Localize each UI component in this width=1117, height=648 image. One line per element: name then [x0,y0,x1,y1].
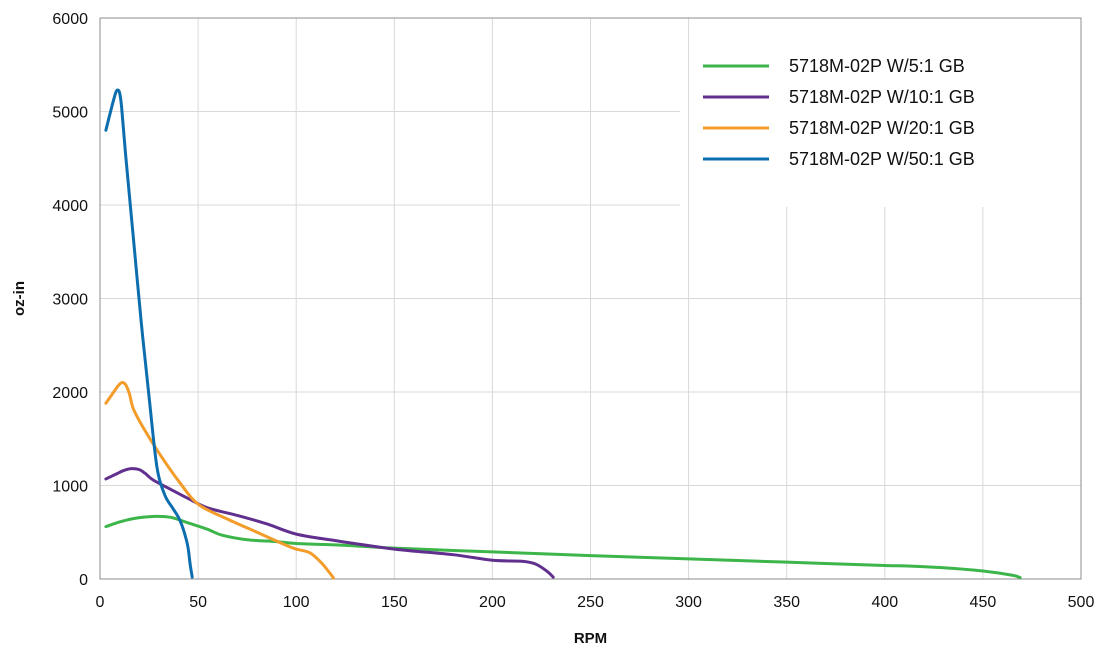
y-tick-label: 4000 [52,198,88,215]
x-tick-label: 0 [96,594,105,611]
legend-item-1: 5718M-02P W/5:1 GB [703,56,965,76]
series-line-3 [104,381,335,580]
grid [100,18,1081,579]
y-tick-label: 3000 [52,292,88,309]
x-tick-label: 350 [773,594,800,611]
legend-item-3: 5718M-02P W/20:1 GB [703,118,975,138]
legend-item-4: 5718M-02P W/50:1 GB [703,149,975,169]
x-tick-label: 400 [871,594,898,611]
x-tick-label: 200 [479,594,506,611]
y-axis-title: oz-in [11,281,28,316]
plot-area-frame [99,17,1082,580]
x-tick-label: 50 [189,594,207,611]
series-line-4 [104,88,194,579]
y-tick-label: 5000 [52,105,88,122]
series-line-2 [104,467,555,579]
legend-label: 5718M-02P W/10:1 GB [789,87,975,107]
series-lines [104,88,1022,580]
x-tick-label: 300 [675,594,702,611]
y-tick-label: 2000 [52,385,88,402]
x-tick-label: 250 [577,594,604,611]
legend-label: 5718M-02P W/5:1 GB [789,56,965,76]
legend: 5718M-02P W/5:1 GB 5718M-02P W/10:1 GB 571… [703,56,975,169]
y-tick-label: 6000 [52,11,88,28]
y-tick-label: 1000 [52,479,88,496]
tick-labels: 0 50 100 150 200 250 300 350 400 450 5000100020003… [52,11,1094,611]
legend-item-2: 5718M-02P W/10:1 GB [703,87,975,107]
y-tick-label: 0 [79,572,88,589]
x-tick-label: 150 [381,594,408,611]
x-tick-label: 500 [1068,594,1095,611]
x-tick-label: 100 [283,594,310,611]
legend-label: 5718M-02P W/50:1 GB [789,149,975,169]
x-tick-label: 450 [970,594,997,611]
legend-label: 5718M-02P W/20:1 GB [789,118,975,138]
x-axis-title: RPM [574,630,607,647]
